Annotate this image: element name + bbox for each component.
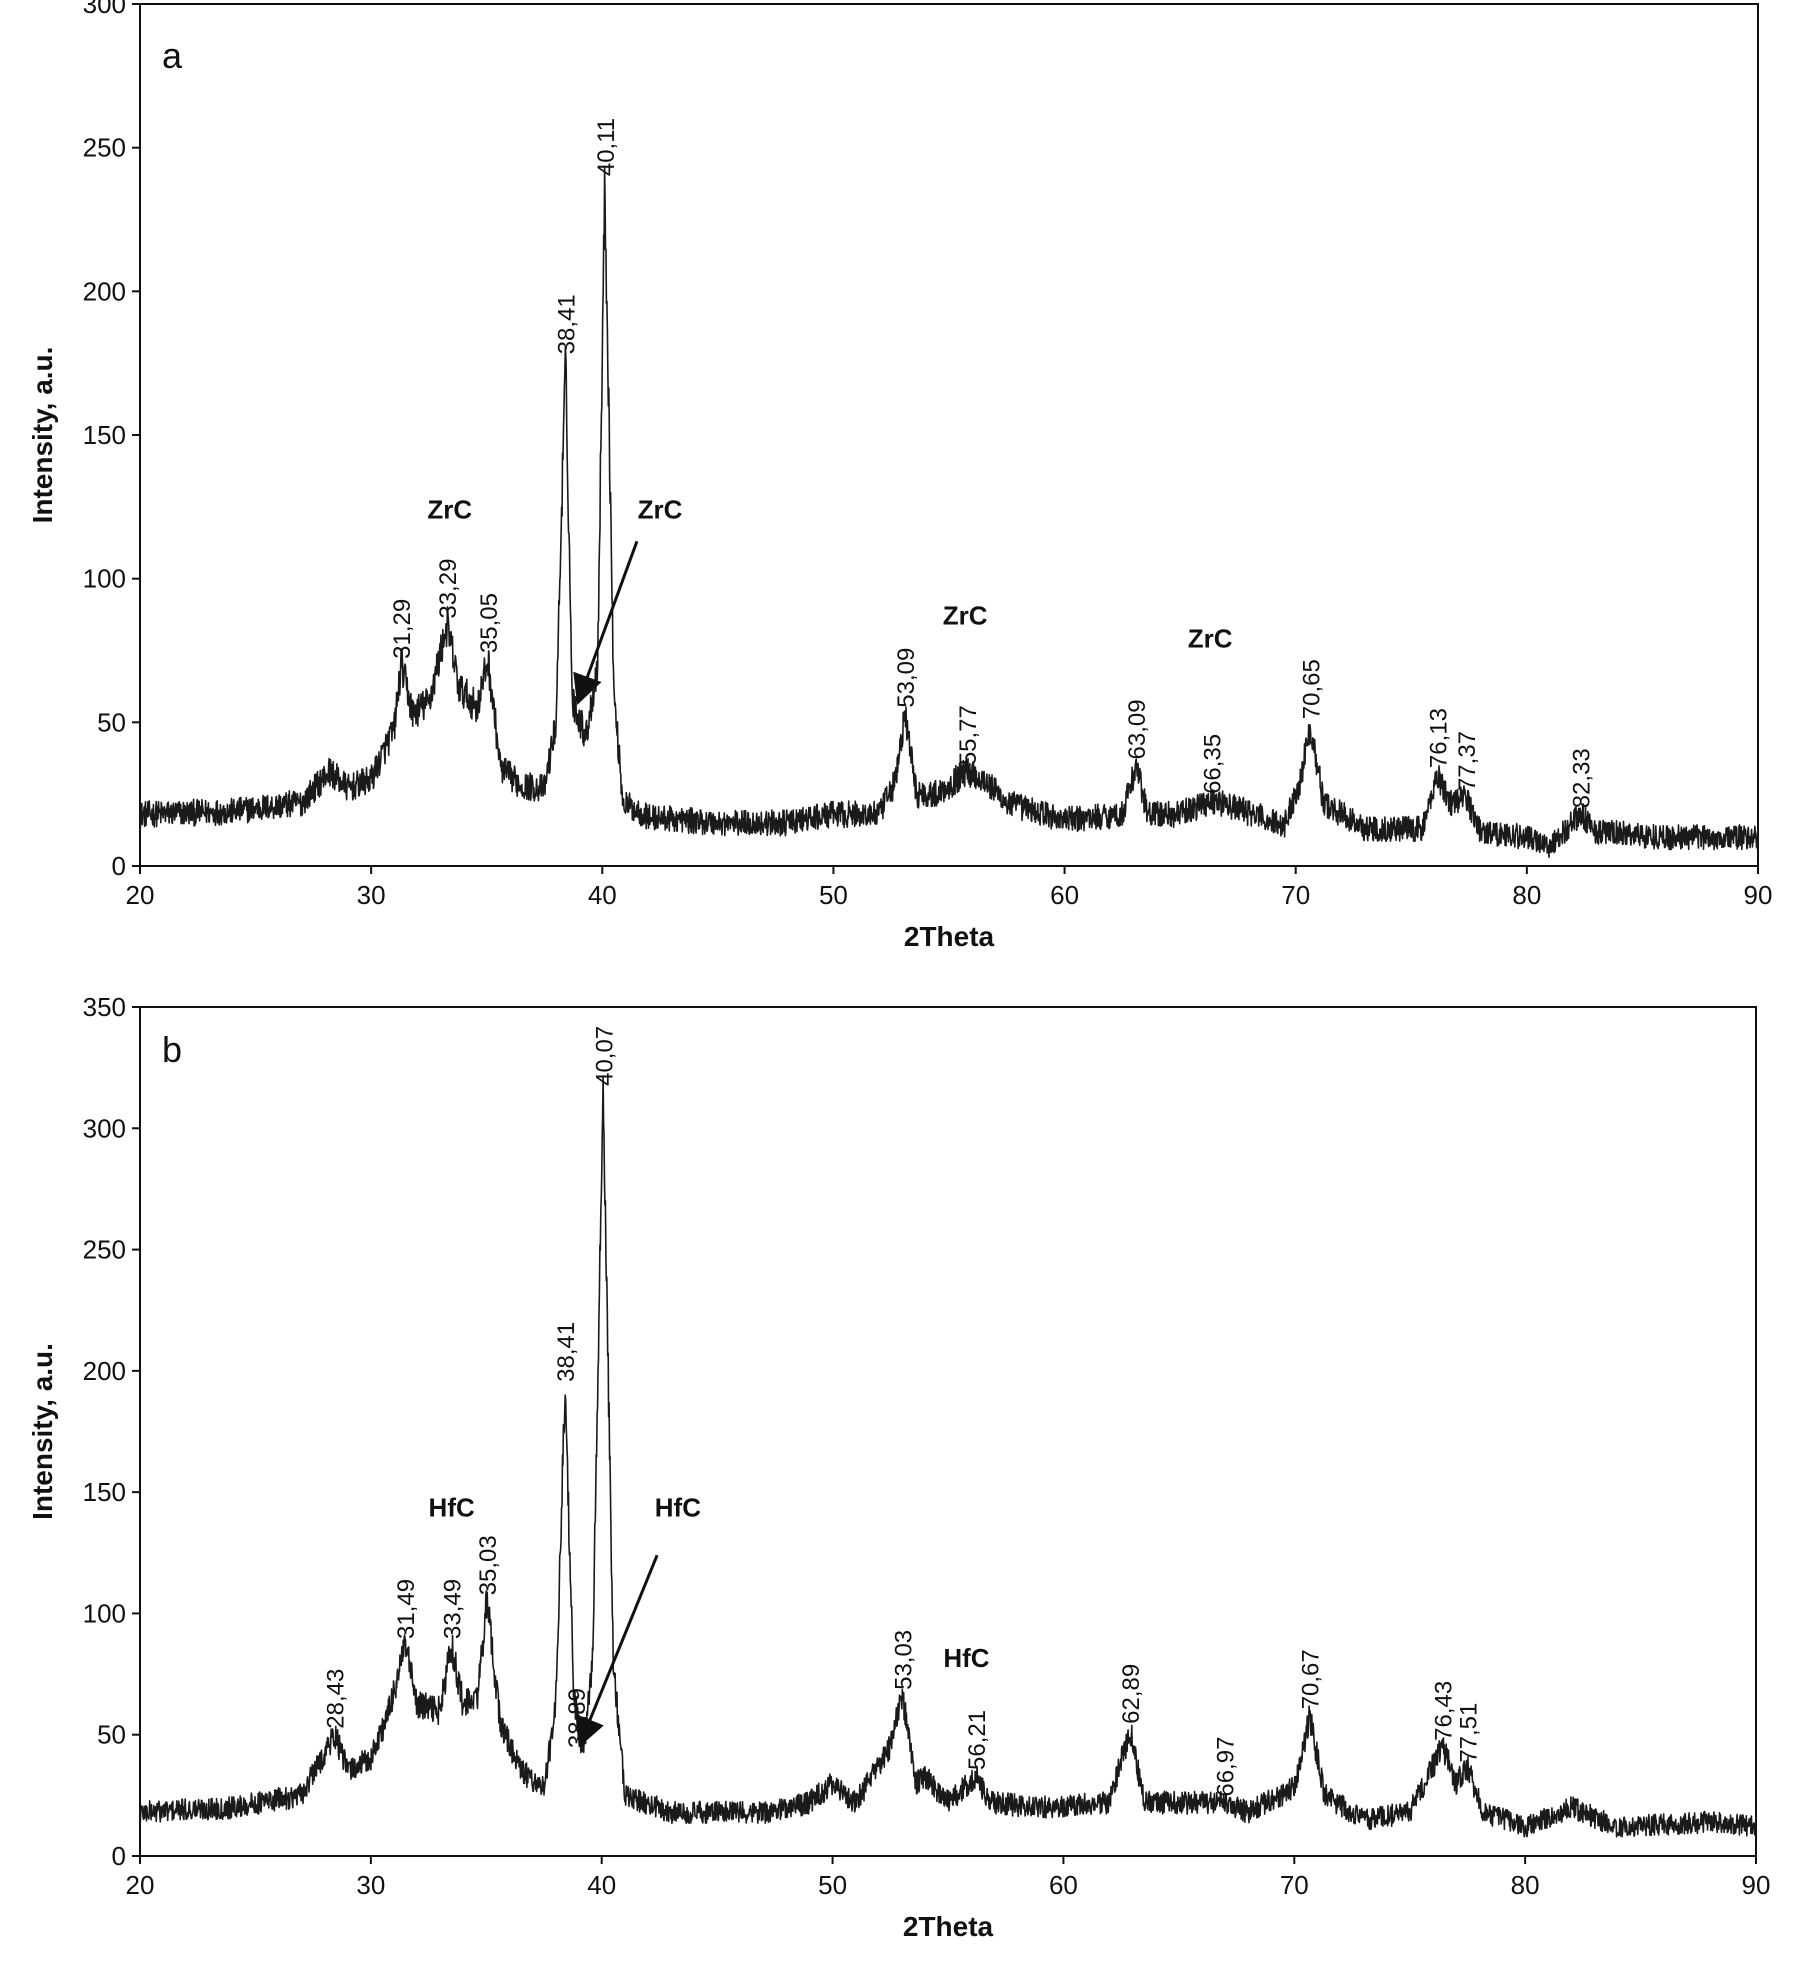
x-tick-label: 40 bbox=[588, 880, 617, 910]
panel-letter: a bbox=[162, 35, 183, 76]
xrd-trace bbox=[139, 165, 1759, 858]
phase-arrow bbox=[576, 1554, 659, 1748]
x-tick-label: 50 bbox=[818, 1870, 847, 1900]
y-tick-label: 100 bbox=[83, 564, 126, 594]
y-tick-label: 300 bbox=[83, 0, 126, 19]
peak-label: 56,21 bbox=[964, 1710, 991, 1770]
y-tick-label: 150 bbox=[83, 1477, 126, 1507]
x-axis-title: 2Theta bbox=[903, 1911, 994, 1942]
peak-label: 76,43 bbox=[1431, 1681, 1458, 1741]
y-tick-label: 250 bbox=[83, 133, 126, 163]
phase-arrow bbox=[573, 540, 639, 705]
plot-frame bbox=[139, 1006, 1757, 1857]
y-tick-label: 0 bbox=[112, 851, 126, 881]
x-tick-label: 30 bbox=[357, 880, 386, 910]
phase-label: ZrC bbox=[1188, 624, 1233, 654]
x-tick-label: 60 bbox=[1049, 1870, 1078, 1900]
y-tick-label: 200 bbox=[83, 276, 126, 306]
xrd-trace bbox=[139, 1075, 1757, 1838]
x-axis-title: 2Theta bbox=[904, 921, 995, 952]
y-tick-label: 300 bbox=[83, 1113, 126, 1143]
peak-label: 35,05 bbox=[476, 593, 503, 653]
peak-label: 31,29 bbox=[389, 599, 416, 659]
peak-label: 70,65 bbox=[1299, 659, 1326, 719]
peak-label: 66,35 bbox=[1199, 734, 1226, 794]
phase-label: ZrC bbox=[943, 601, 988, 631]
x-tick-label: 20 bbox=[126, 880, 155, 910]
peak-label: 82,33 bbox=[1569, 748, 1596, 808]
x-tick-label: 60 bbox=[1050, 880, 1079, 910]
panel-letter: b bbox=[162, 1029, 182, 1070]
peak-label: 40,07 bbox=[591, 1026, 618, 1086]
phase-label: ZrC bbox=[427, 494, 472, 524]
peak-label: 53,09 bbox=[893, 648, 920, 708]
y-axis-title: Intensity, a.u. bbox=[27, 347, 58, 524]
peak-label: 53,03 bbox=[891, 1630, 918, 1690]
peak-label: 77,51 bbox=[1456, 1703, 1483, 1763]
peak-label: 38,89 bbox=[564, 1688, 591, 1748]
peak-label: 38,41 bbox=[553, 1322, 580, 1382]
peak-label: 62,89 bbox=[1118, 1664, 1145, 1724]
phase-label: HfC bbox=[943, 1643, 989, 1673]
peak-label: 76,13 bbox=[1425, 708, 1452, 768]
y-tick-label: 100 bbox=[83, 1598, 126, 1628]
x-tick-label: 80 bbox=[1512, 880, 1541, 910]
x-tick-label: 30 bbox=[356, 1870, 385, 1900]
peak-label: 33,29 bbox=[435, 559, 462, 619]
peak-label: 40,11 bbox=[593, 118, 620, 176]
x-tick-label: 40 bbox=[587, 1870, 616, 1900]
y-tick-label: 250 bbox=[83, 1235, 126, 1265]
x-tick-label: 90 bbox=[1744, 880, 1773, 910]
x-tick-label: 80 bbox=[1511, 1870, 1540, 1900]
chart-panel-b: 20 30 40 50 60 70 80 90 0 50 100 150 200 250 300 350 2Th… bbox=[27, 992, 1770, 1942]
plot-frame bbox=[139, 3, 1759, 867]
peak-label: 31,49 bbox=[393, 1579, 420, 1639]
x-tick-label: 90 bbox=[1742, 1870, 1771, 1900]
y-tick-label: 150 bbox=[83, 420, 126, 450]
y-tick-label: 50 bbox=[97, 1720, 126, 1750]
x-tick-label: 20 bbox=[126, 1870, 155, 1900]
phase-label: HfC bbox=[655, 1492, 701, 1522]
peak-label: 33,49 bbox=[439, 1579, 466, 1639]
y-tick-label: 200 bbox=[83, 1356, 126, 1386]
phase-label: HfC bbox=[429, 1492, 475, 1522]
peak-label: 77,37 bbox=[1454, 731, 1481, 791]
peak-label: 63,09 bbox=[1124, 699, 1151, 759]
peak-label: 38,41 bbox=[554, 294, 581, 354]
peak-label: 66,97 bbox=[1212, 1737, 1239, 1797]
peak-label: 55,77 bbox=[955, 705, 982, 765]
y-tick-label: 350 bbox=[83, 992, 126, 1022]
peak-label: 70,67 bbox=[1298, 1649, 1325, 1709]
y-tick-label: 50 bbox=[97, 707, 126, 737]
x-tick-label: 50 bbox=[819, 880, 848, 910]
y-axis-title: Intensity, a.u. bbox=[27, 1343, 58, 1520]
peak-label: 35,03 bbox=[475, 1535, 502, 1595]
x-tick-label: 70 bbox=[1280, 1870, 1309, 1900]
phase-label: ZrC bbox=[638, 494, 683, 524]
chart-panel-a: 20 30 40 50 60 70 80 90 0 50 100 150 200 250 300 2Theta… bbox=[27, 0, 1772, 952]
peak-label: 28,43 bbox=[323, 1669, 350, 1729]
x-tick-label: 70 bbox=[1281, 880, 1310, 910]
y-tick-label: 0 bbox=[112, 1841, 126, 1871]
